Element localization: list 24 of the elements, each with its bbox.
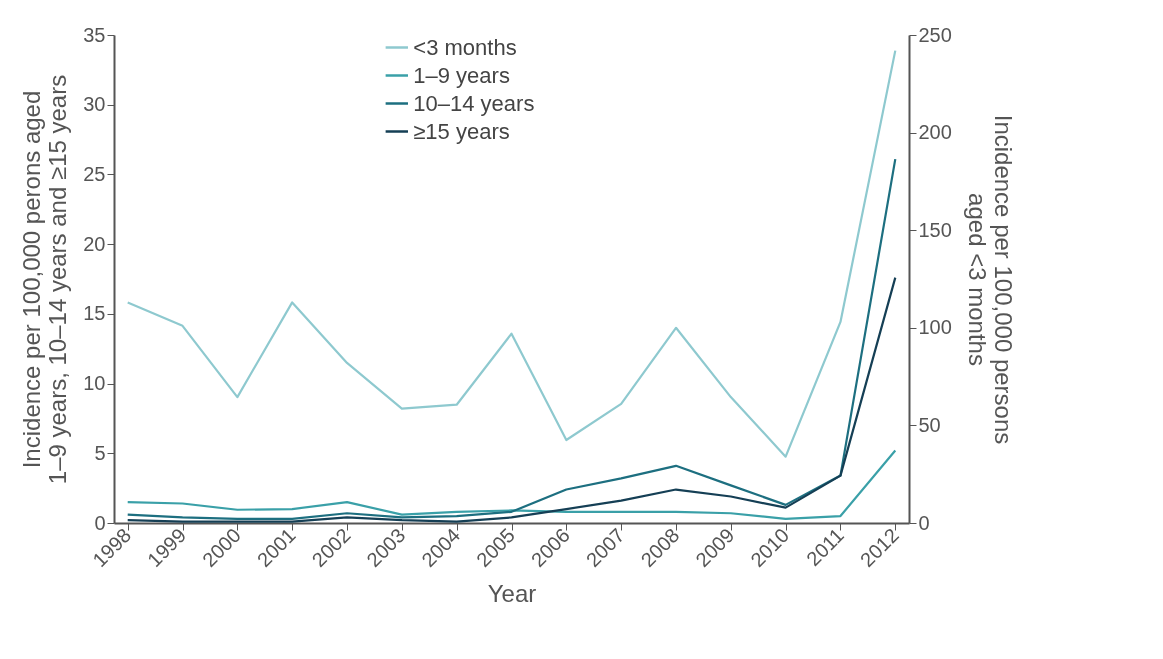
line-series [126,157,897,520]
legend-label: ≥15 years [413,118,510,144]
y2-tick-label: 100 [918,316,952,339]
y-axis-title: Incidence per 100,000 perons aged 1–9 years, 10–14 years and ≥15 years [18,74,72,485]
x-axis-title: Year [487,580,537,608]
y-tick-label: 20 [83,232,106,255]
y2-tick-label: 50 [918,413,941,436]
legend-label: 1–9 years [413,62,510,88]
y-tick-label: 35 [83,23,106,46]
y2-tick-label: 0 [918,511,930,534]
line-series [126,449,897,520]
y2-tick-label: 200 [918,121,952,144]
y-tick-label: 10 [83,372,106,395]
legend-label: 10–14 years [413,90,535,116]
y-tick-label: 0 [94,511,106,534]
y-tick-label: 30 [83,93,106,116]
y-tick-label: 5 [94,441,106,464]
y2-tick-label: 150 [918,218,952,241]
y-tick-label: 15 [83,302,106,325]
y2-axis-title: Incidence per 100,000 persons aged <3 months [963,114,1017,445]
legend-label: <3 months [413,34,517,60]
y-tick-label: 25 [83,162,106,185]
y2-tick-label: 250 [918,23,952,46]
line-series [126,276,897,523]
